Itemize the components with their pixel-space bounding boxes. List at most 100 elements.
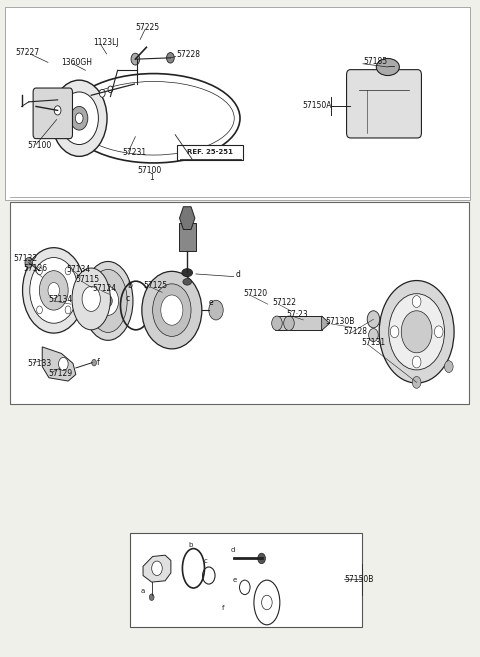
Circle shape <box>412 356 421 368</box>
Ellipse shape <box>142 271 202 349</box>
Circle shape <box>209 300 223 320</box>
Ellipse shape <box>183 279 192 285</box>
Text: 57130B: 57130B <box>325 317 355 327</box>
Text: a: a <box>141 588 145 595</box>
Circle shape <box>108 86 113 93</box>
Circle shape <box>30 258 78 323</box>
Text: 57125: 57125 <box>143 281 167 290</box>
Circle shape <box>434 326 443 338</box>
Circle shape <box>51 80 107 156</box>
Text: 57150A: 57150A <box>302 101 332 110</box>
Text: 57·23: 57·23 <box>286 309 308 319</box>
Text: 57129: 57129 <box>48 369 72 378</box>
Circle shape <box>258 553 265 564</box>
Circle shape <box>65 306 71 314</box>
Circle shape <box>161 295 183 325</box>
Text: 57228: 57228 <box>177 50 201 59</box>
Circle shape <box>390 326 399 338</box>
Circle shape <box>36 306 42 314</box>
Text: 57133: 57133 <box>28 359 52 368</box>
Ellipse shape <box>89 269 127 332</box>
Text: b: b <box>128 281 132 290</box>
Text: 1123LJ: 1123LJ <box>94 38 119 47</box>
Circle shape <box>131 53 140 65</box>
Circle shape <box>284 316 294 330</box>
Circle shape <box>71 106 88 130</box>
Circle shape <box>272 316 282 330</box>
Text: 1: 1 <box>149 173 154 182</box>
Circle shape <box>60 92 98 145</box>
Text: 57120: 57120 <box>244 288 268 298</box>
Text: 57126: 57126 <box>23 263 47 273</box>
Text: c: c <box>126 294 130 303</box>
Circle shape <box>444 361 453 373</box>
Polygon shape <box>143 555 171 582</box>
Circle shape <box>99 89 105 97</box>
Text: f: f <box>97 358 100 367</box>
Circle shape <box>54 106 61 115</box>
Text: 57115: 57115 <box>76 275 100 284</box>
Text: d: d <box>236 270 240 279</box>
Text: 57100: 57100 <box>28 141 52 150</box>
Circle shape <box>167 53 174 63</box>
Circle shape <box>25 258 33 268</box>
Text: c: c <box>204 558 207 564</box>
Polygon shape <box>322 316 330 330</box>
Circle shape <box>65 267 71 275</box>
Text: REF. 25-251: REF. 25-251 <box>187 149 233 156</box>
Polygon shape <box>180 207 195 229</box>
FancyBboxPatch shape <box>130 533 362 627</box>
Ellipse shape <box>182 269 192 277</box>
Circle shape <box>149 594 154 600</box>
Text: 57122: 57122 <box>273 298 297 307</box>
Circle shape <box>23 248 85 333</box>
Text: d: d <box>231 547 236 553</box>
Text: 57100: 57100 <box>138 166 162 175</box>
Ellipse shape <box>72 268 110 330</box>
Circle shape <box>92 359 96 366</box>
Circle shape <box>153 284 191 336</box>
Circle shape <box>152 561 162 576</box>
Text: 57227: 57227 <box>15 48 39 57</box>
FancyBboxPatch shape <box>5 7 470 200</box>
Circle shape <box>379 281 454 383</box>
Circle shape <box>36 267 42 275</box>
Text: 57124: 57124 <box>92 284 116 293</box>
Text: 57128: 57128 <box>344 327 368 336</box>
Text: 57231: 57231 <box>122 148 146 157</box>
Text: e: e <box>233 577 237 583</box>
Text: 57150B: 57150B <box>345 575 374 584</box>
Text: 57134: 57134 <box>66 265 91 274</box>
Polygon shape <box>42 347 76 381</box>
Circle shape <box>82 286 100 311</box>
Text: b: b <box>188 542 192 549</box>
Circle shape <box>369 328 378 342</box>
Circle shape <box>412 296 421 307</box>
Text: 57131: 57131 <box>361 338 385 348</box>
Circle shape <box>39 271 68 310</box>
FancyBboxPatch shape <box>33 88 72 139</box>
Circle shape <box>412 376 421 388</box>
Text: f: f <box>221 605 224 612</box>
Text: e: e <box>208 298 213 307</box>
Circle shape <box>48 283 60 298</box>
FancyBboxPatch shape <box>10 202 469 404</box>
FancyBboxPatch shape <box>177 145 243 160</box>
Bar <box>275 316 322 330</box>
FancyBboxPatch shape <box>347 70 421 138</box>
Circle shape <box>104 295 112 307</box>
Circle shape <box>367 311 380 328</box>
Circle shape <box>97 286 119 315</box>
Circle shape <box>262 595 272 610</box>
Ellipse shape <box>376 58 399 76</box>
Text: 57225: 57225 <box>135 23 159 32</box>
Ellipse shape <box>83 261 133 340</box>
Bar <box>179 223 196 251</box>
Text: 57132: 57132 <box>13 254 37 263</box>
Text: 57185: 57185 <box>364 57 388 66</box>
Text: 57134: 57134 <box>48 295 72 304</box>
Circle shape <box>389 294 444 370</box>
Circle shape <box>75 113 83 124</box>
Text: 1360GH: 1360GH <box>61 58 93 67</box>
Circle shape <box>401 311 432 353</box>
